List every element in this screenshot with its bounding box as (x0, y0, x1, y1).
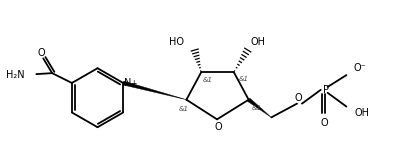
Text: O: O (294, 93, 302, 103)
Text: &1: &1 (239, 76, 249, 82)
Text: O: O (214, 122, 222, 132)
Polygon shape (123, 81, 187, 100)
Text: +: + (131, 79, 137, 88)
Text: HO: HO (169, 37, 185, 47)
Text: O: O (321, 118, 328, 128)
Text: &1: &1 (178, 105, 189, 111)
Text: OH: OH (251, 37, 266, 47)
Text: &1: &1 (252, 104, 261, 111)
Text: H₂N: H₂N (6, 70, 25, 80)
Text: O⁻: O⁻ (353, 63, 366, 73)
Text: N: N (124, 78, 132, 88)
Polygon shape (247, 98, 271, 117)
Text: &1: &1 (203, 77, 213, 83)
Text: O: O (37, 47, 45, 58)
Text: P: P (323, 85, 329, 95)
Text: OH: OH (354, 108, 369, 119)
